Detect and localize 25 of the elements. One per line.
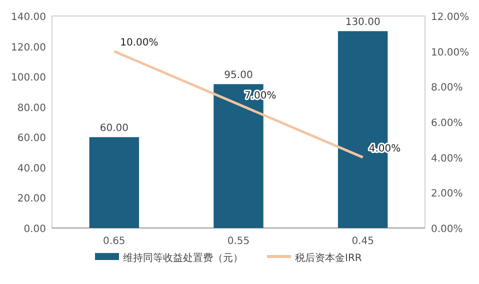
data-label: 130.00 xyxy=(345,17,380,28)
x-tick-label: 0.45 xyxy=(352,236,374,247)
y2-tick-label: 4.00% xyxy=(431,153,463,164)
y-tick-label: 0.00 xyxy=(24,224,46,235)
y2-tick-label: 12.00% xyxy=(431,12,470,23)
data-label: 10.00% xyxy=(120,37,158,48)
legend-label: 税后资本金IRR xyxy=(295,252,362,264)
x-tick-label: 0.65 xyxy=(103,236,126,247)
y2-tick-label: 6.00% xyxy=(431,118,463,129)
y-tick-label: 60.00 xyxy=(17,133,46,144)
y2-tick-label: 2.00% xyxy=(431,188,463,200)
y2-tick-label: 0.00% xyxy=(431,224,463,235)
data-label: 95.00 xyxy=(224,70,253,82)
y-tick-label: 140.00 xyxy=(11,12,46,23)
y2-tick-label: 8.00% xyxy=(431,82,463,94)
bar xyxy=(89,137,140,228)
y-tick-label: 20.00 xyxy=(17,194,46,205)
y2-tick-label: 10.00% xyxy=(431,47,470,58)
x-tick-label: 0.55 xyxy=(227,236,250,247)
legend-label: 维持同等收益处置费（元） xyxy=(123,252,243,264)
y-tick-label: 120.00 xyxy=(11,42,46,54)
data-label: 60.00 xyxy=(100,123,128,134)
y-tick-label: 40.00 xyxy=(17,163,46,174)
y-tick-label: 80.00 xyxy=(17,102,46,114)
y-tick-label: 100.00 xyxy=(11,72,46,84)
